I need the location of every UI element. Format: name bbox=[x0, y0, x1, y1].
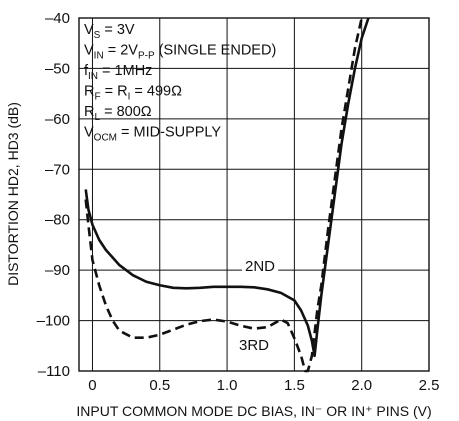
x-tick-label: 1.5 bbox=[284, 377, 305, 394]
y-axis-title: DISTORTION HD2, HD3 (dB) bbox=[5, 102, 21, 286]
series-label-2nd: 2ND bbox=[245, 258, 275, 275]
y-tick-labels: –40 –50 –60 –70 –80 –90 –100 –110 bbox=[37, 10, 70, 380]
x-tick-labels: 0 0.5 1.0 1.5 2.0 2.5 bbox=[88, 377, 439, 394]
y-tick-label: –90 bbox=[45, 262, 70, 279]
condition-line: VS = 3V bbox=[84, 22, 135, 41]
x-axis-title: INPUT COMMON MODE DC BIAS, IN⁻ OR IN⁺ PI… bbox=[76, 403, 431, 419]
series-line-3rd bbox=[84, 17, 363, 373]
y-tick-label: –100 bbox=[37, 313, 70, 330]
x-tick-label: 0.5 bbox=[149, 377, 170, 394]
x-tick-label: 1.0 bbox=[217, 377, 238, 394]
x-tick-label: 0 bbox=[88, 377, 96, 394]
condition-line: VIN = 2VP-P (SINGLE ENDED) bbox=[84, 43, 276, 62]
y-tick-label: –60 bbox=[45, 111, 70, 128]
y-tick-label: –80 bbox=[45, 212, 70, 229]
condition-line: VOCM = MID-SUPPLY bbox=[84, 125, 221, 144]
test-conditions: VS = 3V VIN = 2VP-P (SINGLE ENDED)fIN = 1… bbox=[84, 22, 276, 144]
y-tick-label: –70 bbox=[45, 161, 70, 178]
series-label-backdrop bbox=[242, 257, 279, 276]
condition-line: RF = RI = 499Ω bbox=[84, 84, 182, 103]
chart-series bbox=[84, 17, 370, 373]
condition-line: fIN = 1MHz bbox=[84, 63, 152, 82]
y-tick-label: –40 bbox=[45, 10, 70, 27]
y-tick-label: –110 bbox=[38, 363, 70, 380]
chart-grid bbox=[79, 18, 429, 371]
series-label-3rd: 3RD bbox=[239, 337, 269, 354]
y-tick-label: –50 bbox=[45, 60, 70, 77]
series-line-2nd bbox=[84, 17, 370, 358]
x-tick-label: 2.5 bbox=[419, 377, 440, 394]
plot-frame bbox=[78, 17, 430, 372]
x-tick-label: 2.0 bbox=[351, 377, 372, 394]
condition-line: RL = 800Ω bbox=[84, 104, 152, 123]
series-label-backdrop bbox=[236, 336, 273, 355]
